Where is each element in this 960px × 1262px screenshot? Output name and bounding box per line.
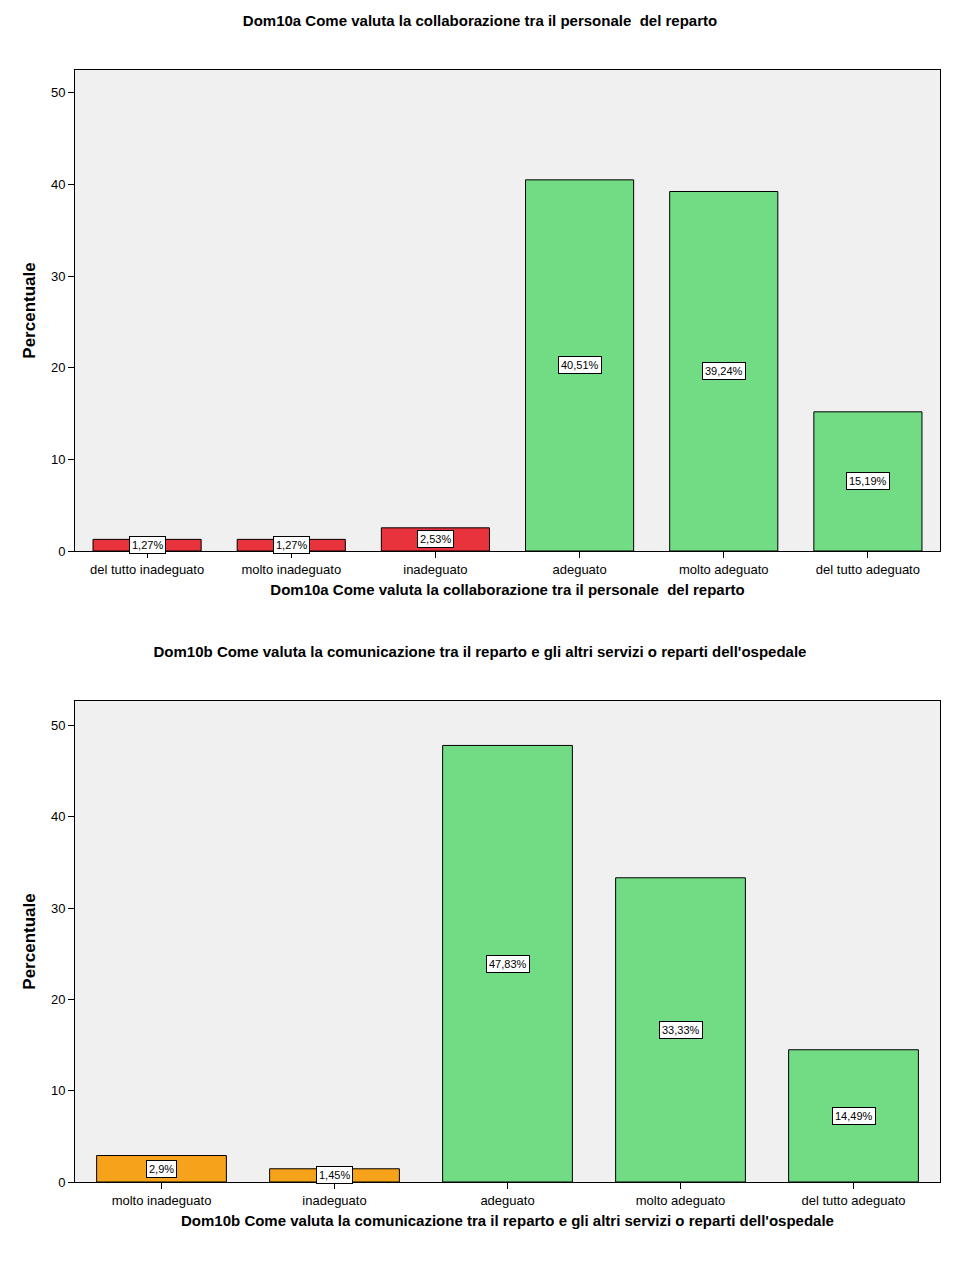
svg-text:10: 10: [51, 1083, 65, 1098]
svg-text:1,27%: 1,27%: [132, 539, 163, 551]
svg-text:1,27%: 1,27%: [276, 539, 307, 551]
svg-text:30: 30: [51, 901, 65, 916]
svg-text:inadeguato: inadeguato: [403, 562, 467, 577]
svg-text:0: 0: [58, 1175, 65, 1190]
svg-text:14,49%: 14,49%: [835, 1110, 873, 1122]
svg-text:adeguato: adeguato: [480, 1193, 534, 1208]
svg-text:Dom10b Come valuta la comunica: Dom10b Come valuta la comunicazione tra …: [154, 643, 807, 660]
svg-text:Dom10b Come valuta la comunica: Dom10b Come valuta la comunicazione tra …: [181, 1212, 834, 1229]
svg-text:47,83%: 47,83%: [489, 958, 527, 970]
svg-text:50: 50: [51, 85, 65, 100]
svg-text:molto adeguato: molto adeguato: [636, 1193, 726, 1208]
svg-text:40: 40: [51, 177, 65, 192]
svg-text:33,33%: 33,33%: [662, 1024, 700, 1036]
svg-text:1,45%: 1,45%: [319, 1169, 350, 1181]
svg-text:molto inadeguato: molto inadeguato: [241, 562, 341, 577]
svg-text:Dom10a Come valuta la collabor: Dom10a Come valuta la collaborazione tra…: [243, 12, 717, 29]
svg-text:10: 10: [51, 452, 65, 467]
svg-text:molto inadeguato: molto inadeguato: [112, 1193, 212, 1208]
svg-text:20: 20: [51, 360, 65, 375]
svg-text:50: 50: [51, 718, 65, 733]
svg-text:del tutto adeguato: del tutto adeguato: [816, 562, 920, 577]
svg-text:2,53%: 2,53%: [420, 533, 451, 545]
svg-text:2,9%: 2,9%: [149, 1163, 174, 1175]
svg-text:inadeguato: inadeguato: [302, 1193, 366, 1208]
svg-text:30: 30: [51, 269, 65, 284]
svg-text:39,24%: 39,24%: [705, 365, 743, 377]
svg-text:molto adeguato: molto adeguato: [679, 562, 769, 577]
svg-text:del tutto inadeguato: del tutto inadeguato: [90, 562, 204, 577]
svg-text:20: 20: [51, 992, 65, 1007]
svg-text:40,51%: 40,51%: [561, 359, 599, 371]
svg-text:adeguato: adeguato: [552, 562, 606, 577]
svg-text:Percentuale: Percentuale: [20, 893, 39, 989]
svg-text:40: 40: [51, 809, 65, 824]
svg-text:del tutto adeguato: del tutto adeguato: [801, 1193, 905, 1208]
svg-text:15,19%: 15,19%: [849, 475, 887, 487]
svg-text:Dom10a Come valuta la collabor: Dom10a Come valuta la collaborazione tra…: [270, 581, 744, 598]
svg-text:Percentuale: Percentuale: [20, 262, 39, 358]
svg-text:0: 0: [58, 544, 65, 559]
